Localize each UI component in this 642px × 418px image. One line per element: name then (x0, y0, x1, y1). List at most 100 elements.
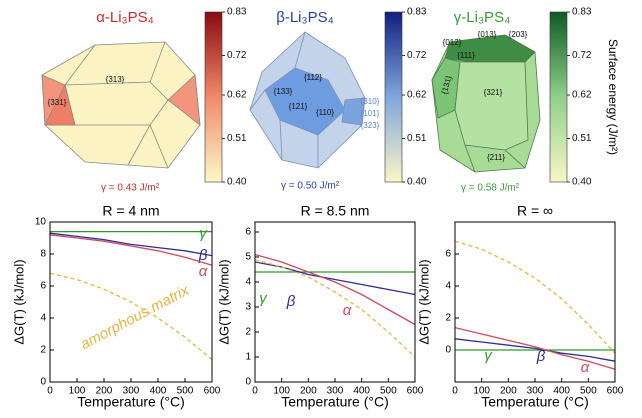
colorbar-tick-label: 0.83 (407, 7, 427, 18)
facet-label: {133} (274, 87, 293, 96)
series-line (254, 253, 416, 326)
series-label: α (199, 263, 208, 280)
x-axis-label: Temperature (°C) (481, 394, 589, 410)
beta-crystal (249, 31, 366, 169)
colorbar-tick-label: 0.83 (227, 7, 247, 18)
colorbar (384, 11, 403, 183)
x-tick-label: 600 (607, 386, 624, 397)
facet-label: {013} (478, 30, 497, 39)
facet-label: {211} (487, 153, 505, 162)
x-axis-label: Temperature (°C) (77, 394, 185, 410)
y-tick-label: 4 (245, 277, 251, 288)
series-label: β (198, 247, 208, 264)
y-tick-label: 0 (245, 377, 251, 388)
y-tick-label: 4 (445, 281, 451, 292)
chart-title: R = ∞ (517, 203, 553, 219)
colorbar-tick-label: 0.72 (572, 50, 592, 61)
colorbar-tick-label: 0.62 (407, 90, 427, 101)
x-tick-label: 0 (47, 386, 53, 397)
series-label: α (581, 359, 590, 376)
x-tick-label: 100 (473, 386, 490, 397)
colorbar-tick-label: 0.51 (572, 133, 592, 144)
series-label: β (286, 293, 296, 310)
x-tick-label: 200 (500, 386, 517, 397)
facet-label: {110} (316, 108, 334, 117)
series-line (254, 258, 416, 358)
colorbar-tick-label: 0.83 (572, 7, 592, 18)
chart-title: R = 8.5 nm (301, 203, 370, 219)
series-line (454, 338, 616, 362)
colorbar-tick-label: 0.62 (227, 90, 247, 101)
x-tick-label: 100 (273, 386, 290, 397)
colorbar-tick-label: 0.51 (227, 133, 247, 144)
series-label: amorphous matrix (78, 282, 192, 354)
y-axis-label: ΔG(T) (kJ/mol) (11, 259, 26, 344)
colorbar (204, 11, 223, 183)
y-tick-label: 4 (40, 313, 46, 324)
x-tick-label: 500 (580, 386, 597, 397)
crystal-title: β-Li₃PS₄ (276, 9, 334, 26)
facet-label: {331} (48, 98, 67, 107)
x-tick-label: 300 (327, 386, 344, 397)
y-tick-label: 6 (245, 227, 251, 238)
facet-label: {111} (457, 51, 475, 60)
x-tick-label: 500 (177, 386, 194, 397)
colorbar-tick-label: 0.51 (407, 133, 427, 144)
series-line (454, 326, 616, 370)
series-label: β (536, 348, 546, 365)
x-axis-label: Temperature (°C) (281, 394, 389, 410)
facet-label: {203} (509, 30, 528, 39)
y-tick-label: 2 (245, 327, 251, 338)
series-line (254, 261, 416, 296)
y-tick-label: 3 (245, 302, 251, 313)
x-tick-label: 600 (407, 386, 424, 397)
colorbar-tick-label: 0.40 (227, 177, 247, 188)
y-tick-label: 8 (40, 249, 46, 260)
y-tick-label: 2 (40, 345, 46, 356)
x-tick-label: 600 (204, 386, 221, 397)
series-line (49, 234, 213, 266)
surface-energy-label: γ = 0.43 J/m² (101, 183, 160, 194)
plot-frame (49, 221, 213, 383)
colorbar-tick-label: 0.40 (572, 177, 592, 188)
y-axis-label: ΔG(T) (kJ/mol) (216, 259, 231, 344)
surface-energy-label: γ = 0.58 J/m² (461, 183, 520, 194)
x-tick-label: 300 (123, 386, 140, 397)
y-tick-label: 2 (445, 313, 451, 324)
facet-label: {310} (361, 97, 380, 106)
x-tick-label: 400 (553, 386, 570, 397)
series-line (49, 272, 213, 361)
crystal-title: α-Li₃PS₄ (96, 9, 154, 26)
y-axis-label: ΔG(T) (kJ/mol) (416, 259, 431, 344)
y-tick-label: 5 (245, 252, 251, 263)
x-tick-label: 200 (300, 386, 317, 397)
facet-label: {012} (443, 38, 462, 47)
colorbar-label: Surface energy (J/m²) (606, 39, 620, 155)
colorbar-tick-label: 0.40 (407, 177, 427, 188)
y-tick-label: 0 (40, 377, 46, 388)
x-tick-label: 400 (150, 386, 167, 397)
x-tick-label: 0 (252, 386, 258, 397)
series-line (454, 240, 616, 354)
alpha-crystal (41, 41, 201, 169)
colorbar-tick-label: 0.72 (407, 50, 427, 61)
y-tick-label: 1 (245, 352, 251, 363)
series-label: γ (484, 347, 493, 364)
colorbar (549, 11, 568, 183)
colorbar-tick-label: 0.72 (227, 50, 247, 61)
x-tick-label: 200 (96, 386, 113, 397)
series-label: α (343, 302, 352, 319)
chart-title: R = 4 nm (102, 203, 159, 219)
gamma-crystal (431, 34, 541, 173)
x-tick-label: 400 (353, 386, 370, 397)
series-label: γ (199, 225, 208, 242)
x-tick-label: 500 (380, 386, 397, 397)
facet-label: {313} (106, 75, 125, 84)
colorbar-tick-label: 0.62 (572, 90, 592, 101)
y-tick-label: 6 (40, 281, 46, 292)
plot-frame (454, 221, 616, 383)
facet-label: {323} (361, 121, 380, 130)
facet-label: {112} (304, 73, 322, 82)
